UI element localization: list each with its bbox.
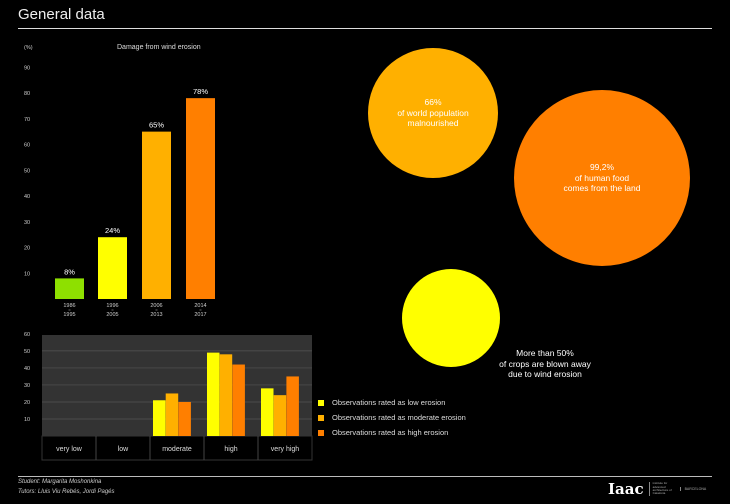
header-divider [18,28,712,29]
student-name: Student: Margarita Moshonkina [18,479,102,485]
erosion-observations-chart: 10 20 30 40 50 60 very low low moderate high very … [24,332,313,461]
bar [232,364,245,436]
legend-label: Observations rated as moderate erosion [332,413,466,422]
tutors-names: Tutors: Lluis Viu Rebés, Jordi Pagés [18,488,115,495]
bubble-value: 66% [424,97,442,108]
legend-label: Observations rated as low erosion [332,398,446,407]
y-tick-label: 70 [24,117,30,123]
logo-city: BARCELONA [679,487,706,491]
bar [286,376,299,436]
y-tick-label: 40 [24,194,30,200]
bar [207,352,220,436]
y-tick-label: 30 [24,383,30,389]
legend-item: Observations rated as moderate erosion [318,413,466,422]
logo-text: Iaac [608,480,644,498]
x-tick-label: 2013 [150,312,162,318]
y-tick-label: 90 [24,65,30,71]
bubble-text: due to wind erosion [508,369,582,380]
legend-swatch [318,399,324,406]
category-label: very high [271,446,300,453]
category-label: low [118,446,129,453]
bar-value-label: 24% [105,226,120,235]
bubble-value: 99,2% [589,162,615,173]
bar [261,388,274,436]
bubble-text: of human food [574,172,630,183]
category-label: high [224,446,237,453]
bubble-text: comes from the land [563,183,641,194]
x-tick-label: 2017 [194,312,206,318]
y-tick-label: 20 [24,246,30,252]
logo-subtitle: institute for advanced architecture of C… [648,482,675,496]
bar [165,393,179,436]
bar-value-label: 78% [193,87,208,96]
wind-erosion-damage-chart: Damage from wind erosion (%) 10 20 30 40 50 6… [24,44,215,318]
footer-credits: Student: Margarita Moshonkina Tutors: Ll… [18,478,115,497]
y-tick-label: 20 [24,400,30,406]
bar [178,401,191,436]
x-tick-label: 1995 [63,312,75,318]
bar [142,131,171,299]
bar [219,354,233,436]
x-tick-label: 2006 [150,303,162,309]
bar [273,395,287,436]
y-tick-label: 40 [24,366,30,372]
y-tick-label: 30 [24,220,30,226]
bar [55,278,84,299]
page-title: General data [18,6,105,23]
y-tick-label: 60 [24,332,30,338]
bar-value-label: 65% [149,121,164,130]
legend-swatch [318,414,324,421]
x-tick-label: 2014 [194,303,206,309]
bar [98,237,127,299]
bar [186,98,215,300]
y-tick-label: 50 [24,349,30,355]
category-label: very low [56,446,83,453]
category-row [41,435,313,461]
chart-title: Damage from wind erosion [117,44,201,51]
legend-item: Observations rated as low erosion [318,398,466,407]
bubble-text: malnourished [407,118,459,129]
y-tick-label: 10 [24,271,30,277]
legend: Observations rated as low erosion Observ… [318,398,466,437]
x-tick-label: 2005 [106,312,118,318]
y-tick-label: 60 [24,143,30,149]
legend-item: Observations rated as high erosion [318,428,466,437]
category-label: moderate [162,446,192,453]
legend-swatch [318,429,324,436]
bubble-crops [402,269,500,367]
bar [153,400,166,436]
bubble-value: More than 50% [516,348,574,358]
iaac-logo: Iaac institute for advanced architecture… [608,480,706,498]
bubble-crops-caption: More than 50% of crops are blown away du… [490,348,600,380]
x-tick-label: 1986 [63,303,75,309]
bubble-text: of world population [397,107,469,118]
bubble-text: of crops are blown away [499,358,591,369]
footer-divider [18,476,712,477]
bar-value-label: 8% [64,267,75,276]
bubble-human-food: 99,2% of human food comes from the land [514,90,690,266]
y-tick-label: 10 [24,417,30,423]
x-tick-label: 1996 [106,303,118,309]
y-tick-label: 80 [24,91,30,97]
y-tick-label: 50 [24,168,30,174]
legend-label: Observations rated as high erosion [332,428,449,437]
y-axis-label: (%) [24,45,33,51]
bubble-malnourished: 66% of world population malnourished [368,48,498,178]
